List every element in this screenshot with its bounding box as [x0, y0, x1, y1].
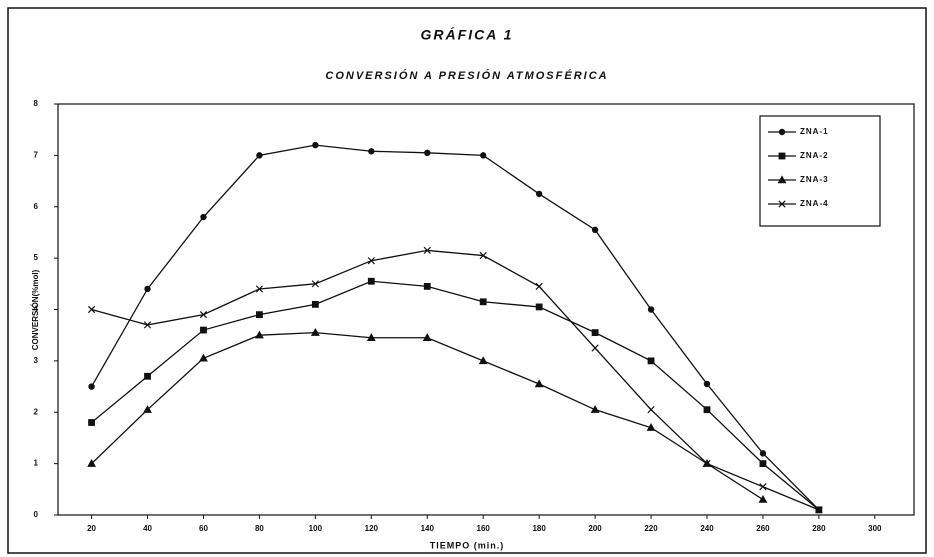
point: [254, 330, 264, 339]
point: [759, 450, 767, 457]
x-tick-label: 100: [309, 524, 323, 533]
point: [646, 423, 656, 431]
y-tick-label: 2: [34, 407, 39, 416]
point: [87, 305, 96, 314]
point: [199, 353, 208, 362]
point: [368, 148, 375, 155]
x-tick-label: 40: [143, 524, 152, 533]
point: [647, 306, 655, 313]
point: [535, 282, 543, 291]
point: [144, 285, 151, 293]
point: [367, 257, 375, 265]
chart-subtitle: CONVERSIÓN A PRESIÓN ATMOSFÉRICA: [325, 69, 608, 82]
point: [647, 357, 655, 365]
x-tick-label: 80: [255, 524, 264, 533]
point: [759, 460, 767, 468]
point: [703, 460, 711, 468]
x-tick-label: 120: [365, 524, 379, 533]
x-tick-label: 280: [812, 524, 826, 533]
legend-label: ZNA-4: [800, 199, 829, 208]
x-tick-label: 300: [868, 524, 882, 533]
series-line: [91, 331, 764, 501]
y-tick-label: 5: [34, 253, 39, 262]
point: [758, 494, 768, 503]
point: [88, 419, 95, 426]
point: [311, 280, 319, 288]
point: [200, 326, 207, 334]
x-tick-label: 180: [532, 524, 546, 533]
point: [703, 380, 711, 388]
point: [424, 149, 431, 157]
x-tick-label: 200: [588, 524, 602, 533]
point: [778, 200, 786, 208]
point: [143, 321, 152, 329]
point: [778, 152, 786, 160]
point: [423, 282, 431, 290]
chart-title: GRÁFICA 1: [421, 27, 514, 43]
x-tick-label: 260: [756, 524, 770, 533]
point: [423, 246, 431, 255]
series-line: [91, 144, 820, 511]
point: [759, 483, 767, 491]
point: [591, 226, 599, 234]
legend-label: ZNA-1: [800, 127, 829, 136]
legend-label: ZNA-2: [800, 151, 829, 160]
x-tick-label: 240: [700, 524, 714, 533]
point: [479, 298, 487, 306]
point: [478, 356, 488, 365]
point: [311, 300, 319, 308]
point: [310, 328, 320, 336]
point: [535, 190, 543, 198]
point: [591, 329, 599, 337]
point: [422, 333, 432, 341]
point: [367, 277, 375, 285]
y-tick-label: 6: [34, 202, 39, 211]
point: [312, 141, 319, 149]
point: [144, 372, 151, 380]
point: [535, 303, 543, 311]
x-tick-label: 220: [644, 524, 658, 533]
point: [256, 152, 263, 159]
point: [366, 333, 376, 341]
x-tick-label: 140: [421, 524, 435, 533]
point: [255, 285, 264, 293]
x-tick-label: 20: [87, 524, 96, 533]
y-tick-label: 0: [34, 510, 39, 519]
y-axis-label: CONVERSIÓN(%mol): [31, 269, 40, 350]
point: [88, 383, 95, 390]
x-axis-label: TIEMPO (min.): [430, 540, 505, 550]
series-line: [91, 249, 820, 511]
y-tick-label: 3: [34, 356, 39, 365]
series-line: [91, 280, 820, 511]
point: [647, 406, 655, 414]
point: [143, 405, 152, 413]
point: [534, 379, 544, 388]
point: [815, 506, 823, 514]
y-tick-label: 7: [34, 150, 39, 159]
point: [479, 251, 487, 260]
point: [777, 175, 787, 184]
point: [87, 459, 96, 467]
point: [480, 152, 487, 159]
y-tick-label: 4: [34, 305, 39, 314]
point: [199, 311, 208, 319]
point: [256, 311, 263, 319]
point: [778, 128, 786, 136]
legend-label: ZNA-3: [800, 175, 829, 184]
point: [590, 405, 600, 413]
point: [591, 344, 599, 352]
point: [703, 406, 711, 414]
point: [200, 213, 207, 221]
x-tick-label: 60: [199, 524, 208, 533]
frame: [7, 7, 927, 554]
y-tick-label: 1: [34, 459, 39, 468]
y-tick-label: 8: [34, 99, 39, 108]
x-tick-label: 160: [477, 524, 491, 533]
